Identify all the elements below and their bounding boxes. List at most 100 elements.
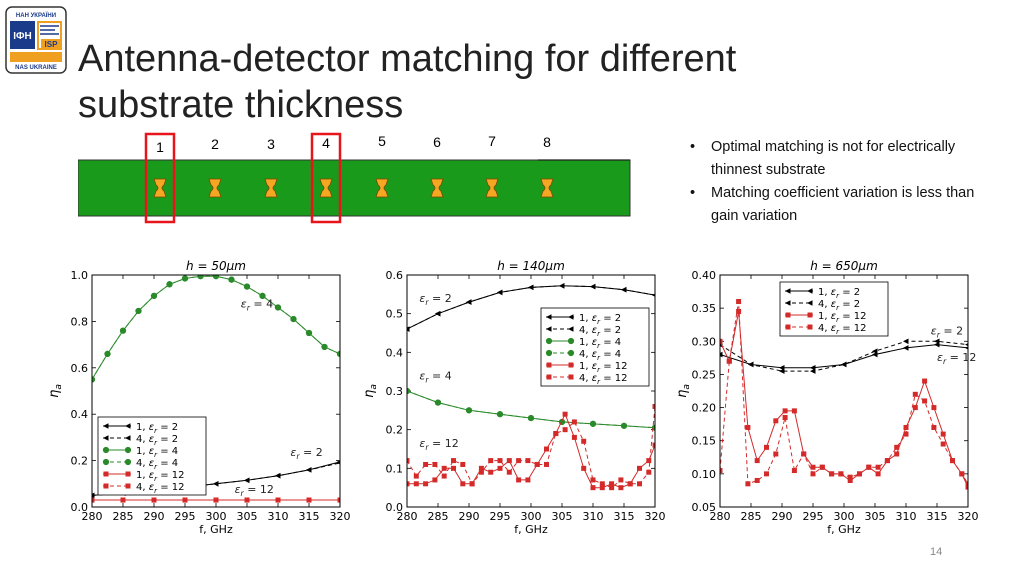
data-point xyxy=(903,431,909,437)
title-line-2: substrate thickness xyxy=(78,84,404,126)
data-point xyxy=(497,289,503,296)
data-point xyxy=(912,391,918,397)
data-point xyxy=(618,485,624,491)
data-point xyxy=(965,346,968,350)
legend-marker xyxy=(785,312,791,318)
data-point xyxy=(119,327,127,334)
data-point xyxy=(423,461,429,467)
y-tick-label: 0.6 xyxy=(386,269,404,282)
x-tick-label: 280 xyxy=(397,510,418,523)
data-point xyxy=(720,468,723,474)
data-point xyxy=(306,497,312,503)
plot-frame xyxy=(719,274,969,508)
data-point xyxy=(516,477,522,483)
bowtie-antenna-1 xyxy=(153,178,167,198)
legend-marker xyxy=(567,337,575,345)
legend-label: 1, εr = 12 xyxy=(136,470,185,483)
legend-marker xyxy=(567,349,575,357)
legend-marker xyxy=(103,435,109,441)
series-line xyxy=(720,340,968,372)
data-point xyxy=(621,286,627,293)
data-point xyxy=(801,451,807,457)
y-tick-label: 0.2 xyxy=(71,455,89,468)
legend-marker xyxy=(546,374,552,380)
data-point xyxy=(764,444,769,450)
series-1 xyxy=(720,338,968,374)
data-point xyxy=(965,484,968,490)
y-axis-label: ηa xyxy=(47,384,64,398)
data-point xyxy=(337,497,340,503)
data-point xyxy=(150,292,158,299)
legend-label: 4, εr = 4 xyxy=(136,458,178,471)
y-tick-label: 0.8 xyxy=(71,315,89,328)
data-point xyxy=(875,464,881,470)
antenna-label-8: 8 xyxy=(543,134,551,150)
chart-h650: h = 650μm 280 285 290 295 300 305 310 315 320 0.05… xyxy=(675,259,978,535)
data-point xyxy=(290,315,297,323)
data-point xyxy=(451,458,456,464)
data-point xyxy=(516,458,522,464)
series-annotation: εr = 2 xyxy=(290,446,322,461)
data-point xyxy=(182,497,188,503)
data-point xyxy=(92,492,95,499)
legend-marker xyxy=(807,288,813,294)
data-point xyxy=(791,408,797,414)
data-point xyxy=(244,497,250,503)
series-0 xyxy=(720,341,968,371)
legend-marker xyxy=(125,483,131,489)
antenna-label-6: 6 xyxy=(433,134,441,150)
legend-marker xyxy=(125,435,131,441)
y-tick-label: 0.40 xyxy=(692,269,717,282)
data-point xyxy=(950,458,955,464)
series-line xyxy=(720,311,968,488)
series-line xyxy=(407,285,655,330)
series-5 xyxy=(92,497,340,503)
legend-marker xyxy=(785,288,791,294)
data-point xyxy=(810,368,816,374)
data-point xyxy=(497,458,503,464)
y-tick-label: 0.0 xyxy=(71,501,89,514)
legend-marker xyxy=(807,324,813,330)
x-tick-label: 280 xyxy=(710,510,731,523)
logo-top-text: НАН УКРАЇНИ xyxy=(16,12,56,19)
data-point xyxy=(773,451,779,457)
x-tick-label: 320 xyxy=(645,510,666,523)
x-axis-label: f, GHz xyxy=(514,523,548,535)
data-point xyxy=(726,358,732,364)
bullet-item: Matching coefficient variation is less t… xyxy=(688,182,988,228)
data-point xyxy=(104,350,111,357)
series-3 xyxy=(92,275,340,383)
bullet-list: Optimal matching is not for electrically… xyxy=(688,136,988,228)
data-point xyxy=(553,431,559,437)
data-point xyxy=(599,481,605,487)
bowtie-antenna-3 xyxy=(264,178,278,198)
data-point xyxy=(627,481,633,487)
series-annotation: εr = 2 xyxy=(931,325,963,340)
data-point xyxy=(736,308,742,314)
data-point xyxy=(306,467,312,473)
series-1 xyxy=(407,283,655,332)
series-annotation: εr = 12 xyxy=(235,483,274,498)
x-tick-label: 285 xyxy=(428,510,449,523)
data-point xyxy=(894,444,900,450)
data-point xyxy=(274,304,282,311)
antenna-label-7: 7 xyxy=(488,133,496,149)
data-point xyxy=(838,471,844,477)
legend-marker xyxy=(785,300,791,306)
data-point xyxy=(609,481,615,487)
legend-label: 4, εr = 12 xyxy=(579,373,628,386)
x-tick-label: 300 xyxy=(834,510,855,523)
bowtie-antenna-8 xyxy=(540,178,554,198)
data-point xyxy=(441,465,447,471)
data-point xyxy=(652,293,655,297)
y-tick-label: 0.35 xyxy=(692,302,717,315)
data-point xyxy=(544,446,549,452)
legend-box xyxy=(97,416,207,496)
bowtie-antenna-7 xyxy=(485,178,499,198)
x-tick-label: 295 xyxy=(490,510,511,523)
substrate-block xyxy=(78,159,631,217)
data-point xyxy=(866,464,872,470)
data-point xyxy=(773,418,779,424)
data-point xyxy=(903,424,909,430)
legend-marker xyxy=(568,314,574,320)
